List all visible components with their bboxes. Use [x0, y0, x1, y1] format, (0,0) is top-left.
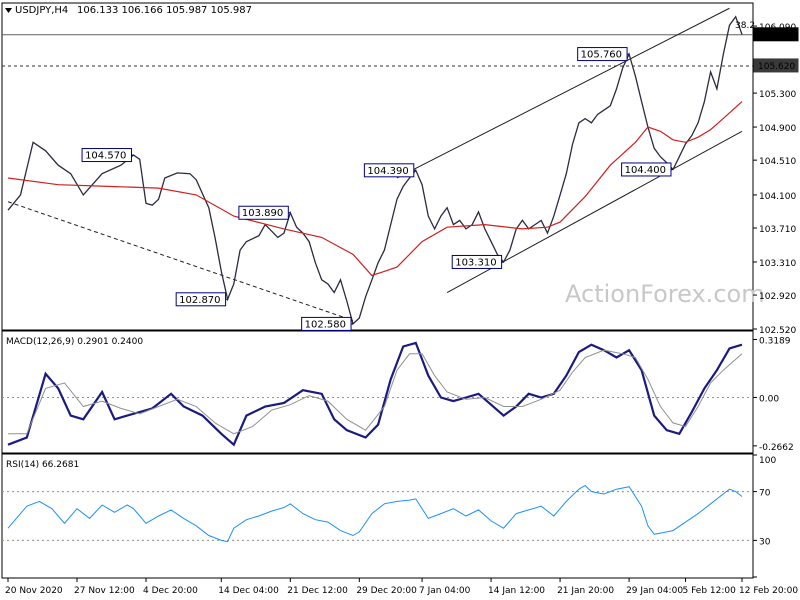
annotation-label: 104.570 — [85, 151, 126, 162]
macd-signal-line — [8, 349, 743, 435]
annotation-box — [81, 148, 132, 163]
price-tick-label: 104.510 — [759, 157, 796, 167]
symbol-label: USDJPY,H4 — [15, 5, 68, 16]
time-tick-label: 29 Dec 20:00 — [356, 586, 417, 596]
price-tick-label: 103.310 — [759, 259, 796, 269]
macd-tick-label: -0.2662 — [759, 443, 794, 453]
price-tick-label: 105.300 — [759, 90, 796, 100]
watermark: ActionForex.com — [565, 280, 765, 308]
ohlc-values: 106.133 106.166 105.987 105.987 — [77, 5, 252, 16]
price-tick-label: 104.900 — [759, 124, 796, 134]
support-price-tag-label: 105.620 — [758, 62, 795, 72]
rsi-panel-frame — [1, 453, 754, 579]
annotation-label: 102.870 — [179, 295, 220, 306]
annotation-label: 104.400 — [625, 165, 666, 176]
rsi-tick-label: 30 — [759, 537, 771, 547]
trendline-1 — [7, 201, 354, 321]
moving-average-series — [7, 101, 743, 277]
annotation-label: 103.890 — [242, 208, 283, 219]
macd-label: MACD(12,26,9) 0.2901 0.2400 — [6, 337, 143, 347]
rsi-label: RSI(14) 66.2681 — [6, 460, 79, 470]
time-tick-label: 4 Dec 20:00 — [143, 586, 198, 596]
annotation-box — [451, 254, 503, 269]
fib-label: 38.2 — [735, 21, 755, 31]
time-tick-label: 29 Jan 04:00 — [626, 586, 683, 596]
annotation-label: 105.760 — [581, 50, 622, 61]
macd-line — [7, 341, 743, 447]
time-tick-label: 7 Jan 04:00 — [419, 586, 471, 596]
last-price-tag-label: 105.987 — [758, 31, 795, 41]
support-price-tag — [753, 58, 799, 73]
annotation-box — [363, 163, 415, 178]
annotation-label: 103.310 — [455, 257, 496, 268]
rsi-tick-label: 100 — [759, 456, 776, 466]
time-tick-label: 21 Dec 12:00 — [287, 586, 348, 596]
time-tick-label: 21 Jan 20:00 — [557, 586, 614, 596]
price-tick-label: 102.520 — [759, 326, 796, 336]
main-price-layer: 104.570 102.870 103.890 102.580 104.390 103.3… — [2, 7, 755, 331]
price-tick-label: 103.710 — [759, 225, 796, 235]
annotation-label: 102.580 — [305, 319, 346, 330]
price-tick-label: 104.100 — [759, 192, 796, 202]
price-tick-label: 102.920 — [759, 292, 796, 302]
rsi-tick-label: 70 — [759, 489, 771, 499]
time-tick-label: 14 Jan 12:00 — [488, 586, 545, 596]
rsi-line — [7, 484, 743, 543]
annotation-box — [621, 162, 672, 177]
rsi-layer: RSI(14) 66.2681 — [2, 460, 753, 543]
collapse-triangle-icon[interactable] — [5, 8, 12, 13]
time-tick-label: 12 Feb 20:00 — [739, 586, 798, 596]
axis-layer: 106.090105.620105.300104.900104.510104.1… — [5, 23, 799, 596]
time-tick-label: 20 Nov 2020 — [5, 586, 63, 596]
main-panel-frame — [1, 2, 754, 331]
macd-tick-label: 0.3189 — [759, 336, 791, 346]
macd-tick-label: 0.00 — [759, 394, 779, 404]
trendline-2 — [396, 7, 730, 179]
time-tick-label: 5 Feb 12:00 — [683, 586, 737, 596]
annotation-label: 104.390 — [367, 166, 408, 177]
annotation-box — [301, 316, 352, 331]
macd-layer: MACD(12,26,9) 0.2901 0.2400 — [2, 337, 753, 447]
annotation-box — [175, 292, 227, 307]
annotation-box — [577, 47, 628, 62]
last-price-tag — [753, 27, 799, 42]
time-tick-label: 27 Nov 12:00 — [74, 586, 135, 596]
header: USDJPY,H4 106.133 106.166 105.987 105.98… — [5, 5, 252, 16]
price-series — [7, 15, 743, 326]
time-tick-label: 14 Dec 04:00 — [218, 586, 279, 596]
annotation-box — [238, 205, 289, 220]
macd-panel-frame — [1, 330, 754, 454]
